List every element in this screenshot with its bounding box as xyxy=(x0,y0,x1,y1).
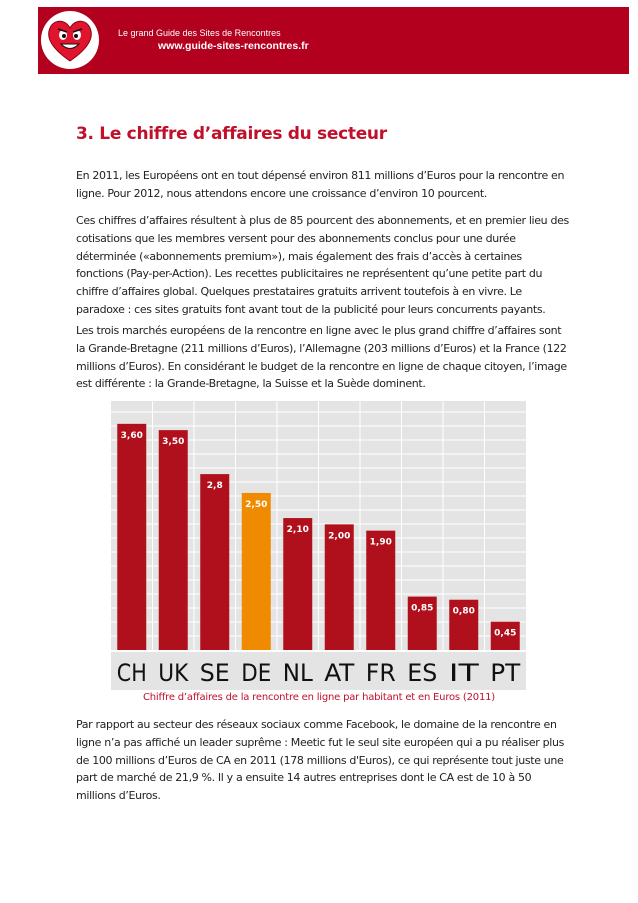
bar-nl xyxy=(283,518,313,650)
bar-value-label: 0,45 xyxy=(494,629,516,639)
bar-fr xyxy=(366,530,396,650)
x-tick-label: AT xyxy=(324,659,355,687)
paragraph: En 2011, les Européens ont en tout dépen… xyxy=(76,169,565,200)
bar-value-label: 1,90 xyxy=(370,538,392,548)
header-url: www.guide-sites-rencontres.fr xyxy=(158,40,309,52)
x-tick-label: UK xyxy=(158,659,189,687)
bar-pt xyxy=(490,621,520,650)
bar-de xyxy=(241,492,271,650)
bar-value-label: 3,50 xyxy=(162,437,184,447)
x-tick-label: PT xyxy=(490,659,521,687)
heart-face-icon xyxy=(41,11,99,69)
bar-se xyxy=(200,474,230,650)
x-tick-label: ES xyxy=(407,659,437,687)
x-tick-label: NL xyxy=(283,659,313,687)
x-tick-label: DE xyxy=(241,659,271,687)
bar-ch xyxy=(117,423,147,650)
x-tick-label: FR xyxy=(366,659,396,687)
bar-value-label: 2,00 xyxy=(328,531,350,541)
bar-value-label: 0,80 xyxy=(453,607,475,617)
paragraph: Ces chiffres d’affaires résultent à plus… xyxy=(76,214,569,316)
x-tick-label: IT xyxy=(449,659,480,687)
bar-it xyxy=(449,599,479,650)
paragraph: Par rapport au secteur des réseaux socia… xyxy=(76,718,564,803)
x-tick-label: SE xyxy=(200,659,230,687)
bar-value-label: 2,8 xyxy=(207,481,223,491)
bar-uk xyxy=(158,430,188,650)
header-site-name: Le grand Guide des Sites de Rencontres xyxy=(118,28,281,38)
bar-at xyxy=(324,524,354,650)
chart-caption: Chiffre d’affaires de la rencontre en li… xyxy=(143,692,495,703)
bar-value-label: 2,10 xyxy=(287,525,309,535)
page-header: Le grand Guide des Sites de Rencontres w… xyxy=(38,7,629,74)
bar-value-label: 2,50 xyxy=(245,500,267,510)
section-title: 3. Le chiffre d’affaires du secteur xyxy=(76,124,387,144)
paragraph: Les trois marchés européens de la rencon… xyxy=(76,324,567,391)
revenue-per-capita-chart: 3,60 3,50 2,8 2,50 2,10 2,00 1,90 0,85 0,80 0,45 C… xyxy=(111,401,526,690)
bar-chart: 3,60 3,50 2,8 2,50 2,10 2,00 1,90 0,85 0,80 0,45 C… xyxy=(111,401,526,690)
x-tick-label: CH xyxy=(117,659,147,687)
bar-value-label: 3,60 xyxy=(121,431,143,441)
bar-es xyxy=(407,596,437,650)
bar-value-label: 0,85 xyxy=(411,604,433,614)
